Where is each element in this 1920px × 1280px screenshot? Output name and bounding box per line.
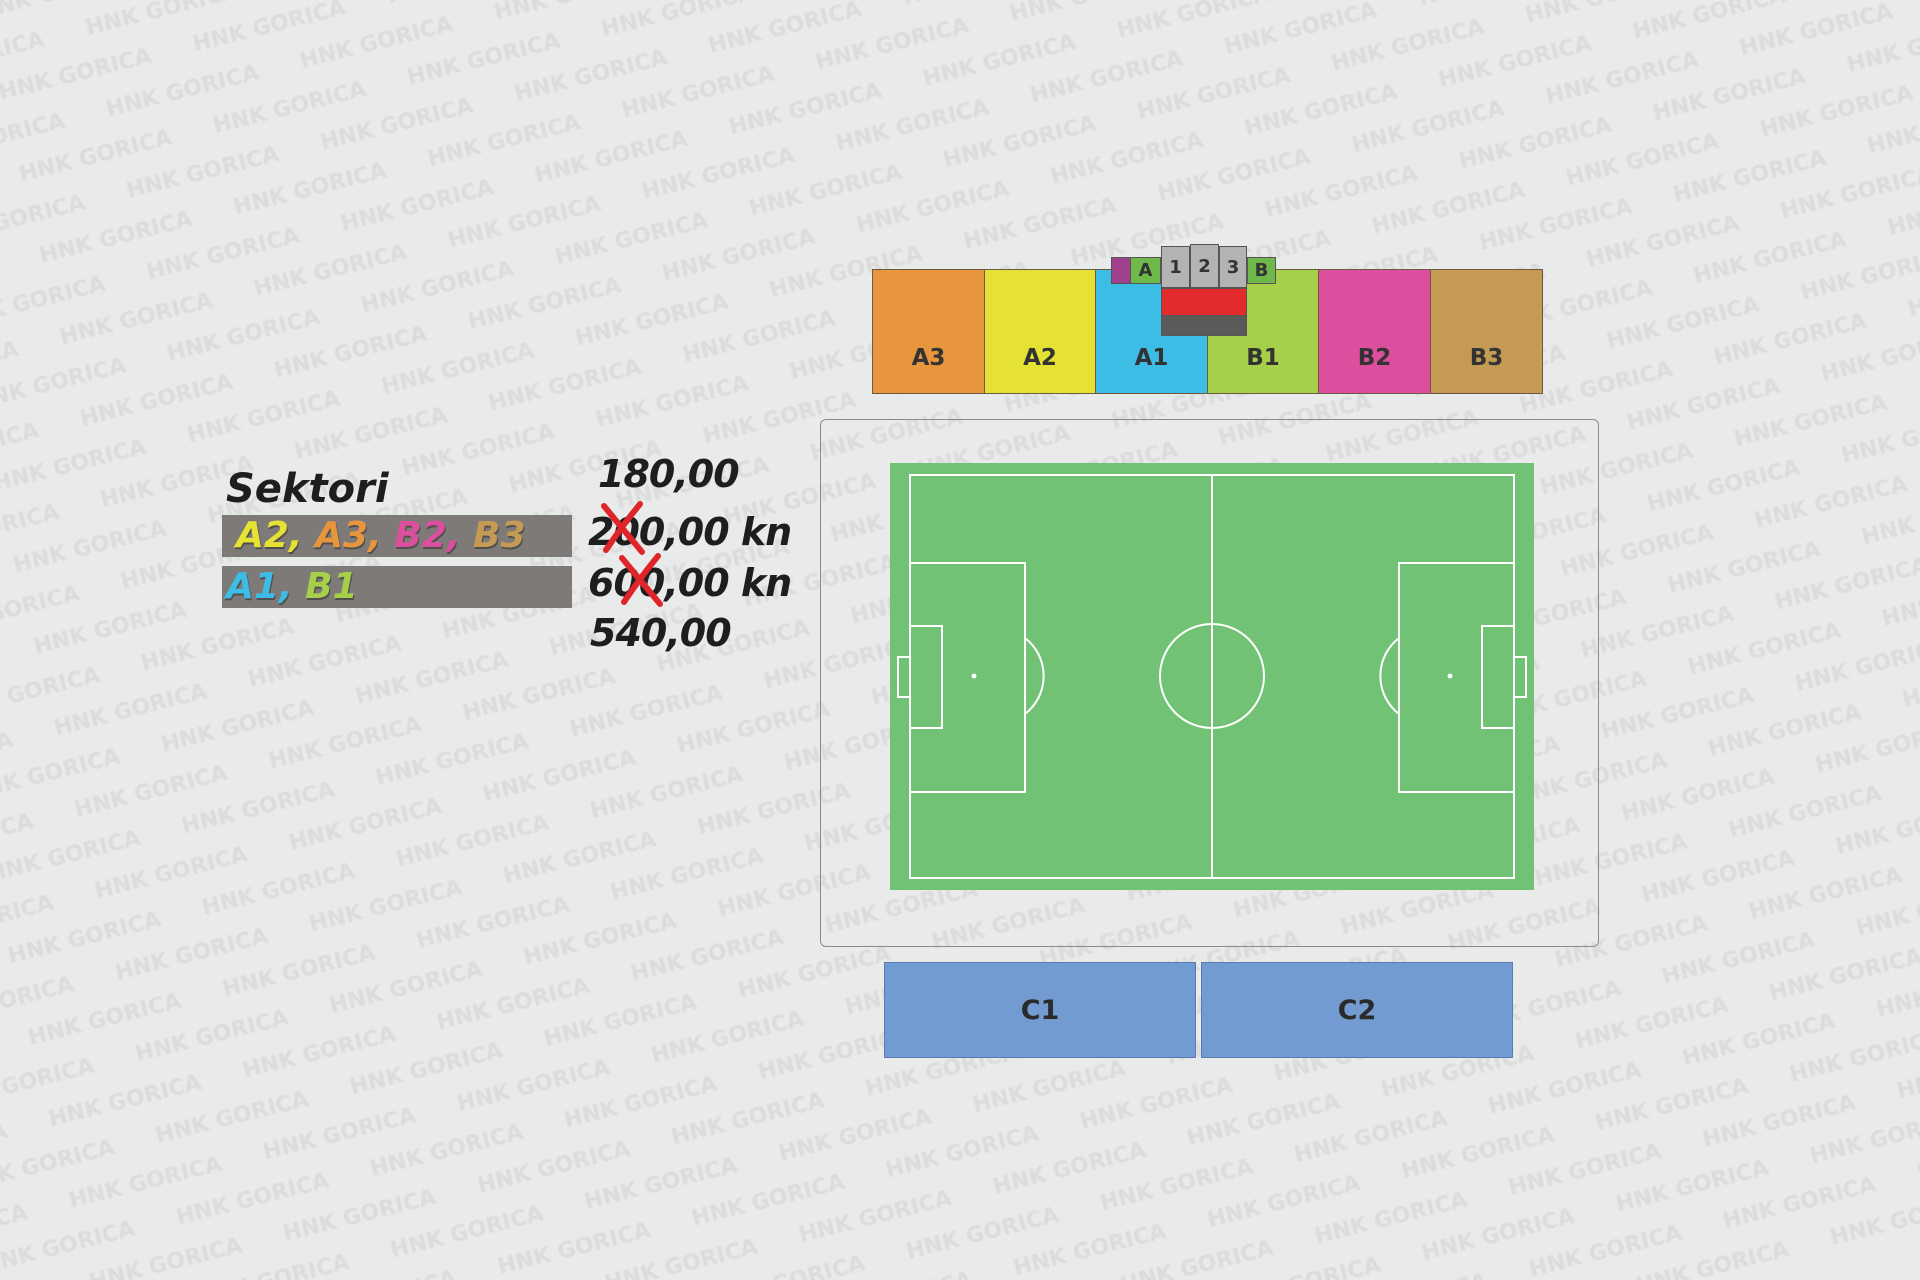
sector-label: C1 (1020, 994, 1060, 1026)
legend-a1: A1, (226, 566, 293, 607)
legend-title: Sektori (226, 466, 389, 512)
legend-b3: B3 (473, 515, 526, 556)
block-label: B (1254, 260, 1269, 281)
sector-a3[interactable]: A3 (872, 269, 985, 394)
block-label: A (1138, 260, 1153, 281)
vip-block-1[interactable]: 1 (1161, 246, 1190, 288)
sector-c2[interactable]: C2 (1201, 962, 1513, 1058)
legend-row-center-sectors: A1, B1 (222, 566, 572, 608)
sector-label: B2 (1357, 345, 1392, 371)
vip-block-3[interactable]: 3 (1219, 246, 1247, 288)
price-center-new: 540,00 (590, 611, 732, 655)
block-label: 1 (1169, 256, 1182, 278)
legend-b1: B1 (305, 566, 358, 607)
legend-a3: A3, (315, 515, 382, 556)
legend-a2: A2, (236, 515, 303, 556)
legend-row-outer-sectors: A2, A3, B2, B3 (222, 515, 572, 557)
block-label: 2 (1198, 255, 1211, 277)
sector-label: C2 (1337, 994, 1377, 1026)
price-outer-new: 180,00 (598, 452, 740, 496)
legend-b2: B2, (394, 515, 461, 556)
sector-a2[interactable]: A2 (984, 269, 1096, 394)
price-center-old: 600,00 kn (588, 561, 792, 605)
vip-block-2[interactable]: 2 (1190, 244, 1219, 288)
sector-c1[interactable]: C1 (884, 962, 1196, 1058)
vip-block-purple (1111, 257, 1131, 284)
sector-b3[interactable]: B3 (1430, 269, 1543, 394)
sector-label: B3 (1469, 345, 1504, 371)
sector-label: A2 (1023, 345, 1057, 371)
vip-block-dark (1161, 315, 1247, 336)
sector-b2[interactable]: B2 (1318, 269, 1431, 394)
price-outer-old: 200,00 kn (588, 510, 792, 554)
sector-label: B1 (1246, 345, 1280, 371)
vip-block-red (1161, 288, 1247, 316)
vip-block-a[interactable]: A (1130, 257, 1161, 284)
pitch-markings (897, 474, 1527, 879)
sector-label: A3 (911, 345, 946, 371)
block-label: 3 (1226, 256, 1240, 278)
sector-label: A1 (1134, 345, 1169, 371)
football-pitch (890, 463, 1534, 890)
vip-block-b[interactable]: B (1247, 257, 1276, 284)
pitch-frame (820, 419, 1599, 947)
